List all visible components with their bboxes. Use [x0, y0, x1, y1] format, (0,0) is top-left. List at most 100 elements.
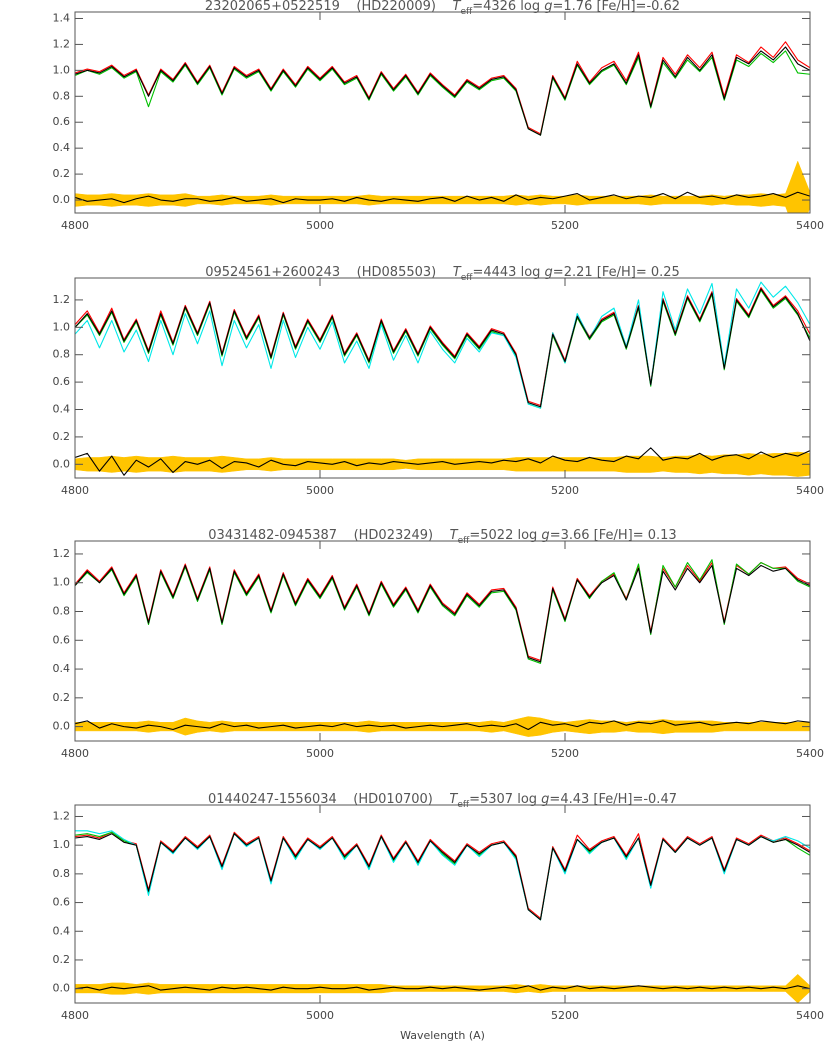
title-part: T: [450, 528, 459, 543]
y-tick-label: 0.2: [53, 953, 71, 966]
y-tick-label: 1.0: [53, 320, 71, 333]
chart-title: 09524561+2600243 (HD085503) Teff=4443 lo…: [205, 265, 680, 283]
y-tick-label: 0.2: [53, 167, 71, 180]
spectrum-line: [75, 288, 810, 408]
x-tick-label: 5200: [551, 1009, 579, 1022]
y-tick-label: 1.0: [53, 63, 71, 76]
spectrum-line: [75, 831, 810, 919]
y-tick-label: 0.6: [53, 115, 71, 128]
x-tick-label: 5000: [306, 484, 334, 497]
x-tick-label: 5400: [796, 747, 824, 760]
title-part: 01440247-1556034 (HD010700): [208, 792, 449, 807]
spectrum-line: [75, 985, 810, 991]
x-tick-label: 5200: [551, 484, 579, 497]
error-band: [75, 451, 810, 465]
error-band: [75, 199, 810, 213]
title-part: =1.76 [Fe/H]=-0.62: [553, 0, 681, 14]
y-tick-label: 0.0: [53, 720, 71, 733]
spectrum-line: [75, 41, 810, 135]
x-tick-label: 5000: [306, 747, 334, 760]
axes-frame: [74, 277, 811, 479]
axes-frame: [74, 540, 811, 742]
y-tick-label: 0.8: [53, 348, 71, 361]
x-tick-label: 5400: [796, 219, 824, 232]
title-part: T: [452, 0, 461, 14]
title-part: 23202065+0522519 (HD220009): [205, 0, 453, 14]
title-part: g: [541, 528, 549, 543]
x-tick-label: 5000: [306, 219, 334, 232]
x-tick-label: 4800: [61, 747, 89, 760]
chart-title: 01440247-1556034 (HD010700) Teff=5307 lo…: [208, 792, 677, 810]
error-band: [75, 160, 810, 201]
plot-area: [75, 281, 810, 477]
y-tick-label: 1.2: [53, 547, 71, 560]
x-tick-label: 5200: [551, 219, 579, 232]
x-tick-label: 5400: [796, 484, 824, 497]
y-tick-label: 1.2: [53, 37, 71, 50]
axes-frame: [74, 11, 811, 214]
x-tick-label: 5400: [796, 1009, 824, 1022]
spectrum-line: [75, 562, 810, 661]
x-tick-label: 4800: [61, 219, 89, 232]
spectrum-line: [75, 281, 810, 409]
y-tick-label: 0.4: [53, 141, 71, 154]
y-tick-label: 0.6: [53, 633, 71, 646]
spectrum-line: [75, 287, 810, 406]
title-part: =5307 log: [469, 792, 541, 807]
y-tick-label: 0.2: [53, 430, 71, 443]
plot-area: [75, 559, 810, 737]
spectrum-line: [75, 191, 810, 204]
y-tick-label: 0.8: [53, 605, 71, 618]
y-tick-label: 0.2: [53, 691, 71, 704]
panel: 09524561+2600243 (HD085503) Teff=4443 lo…: [53, 265, 825, 498]
spectrum-line: [75, 46, 810, 136]
title-part: =4326 log: [472, 0, 544, 14]
y-tick-label: 0.8: [53, 867, 71, 880]
y-tick-label: 0.4: [53, 662, 71, 675]
axes-frame: [74, 804, 811, 1004]
x-tick-label: 5200: [551, 747, 579, 760]
x-axis-label: Wavelength (A): [400, 1029, 485, 1042]
spectrum-line: [75, 559, 810, 664]
y-tick-label: 0.0: [53, 457, 71, 470]
title-part: 03431482-0945387 (HD023249): [208, 528, 449, 543]
spectrum-line: [75, 833, 810, 921]
title-part: g: [545, 265, 553, 280]
y-tick-label: 0.8: [53, 89, 71, 102]
title-part: =4443 log: [472, 265, 544, 280]
spectrum-line: [75, 720, 810, 731]
x-tick-label: 4800: [61, 1009, 89, 1022]
y-tick-label: 1.0: [53, 838, 71, 851]
title-part: =3.66 [Fe/H]= 0.13: [550, 528, 677, 543]
spectrum-line: [75, 447, 810, 476]
title-part: g: [544, 0, 552, 14]
y-tick-label: 1.2: [53, 809, 71, 822]
y-tick-label: 0.0: [53, 982, 71, 995]
x-tick-label: 5000: [306, 1009, 334, 1022]
title-part: =5022 log: [469, 528, 541, 543]
y-tick-label: 1.2: [53, 293, 71, 306]
spectrum-line: [75, 50, 810, 136]
y-tick-label: 0.6: [53, 375, 71, 388]
plot-area: [75, 41, 810, 213]
title-part: T: [449, 792, 458, 807]
y-tick-label: 0.0: [53, 193, 71, 206]
plot-area: [75, 830, 810, 1003]
title-part: T: [453, 265, 462, 280]
y-tick-label: 1.0: [53, 576, 71, 589]
panel: 01440247-1556034 (HD010700) Teff=5307 lo…: [53, 792, 825, 1043]
error-band: [75, 973, 810, 989]
y-tick-label: 1.4: [53, 11, 71, 24]
title-part: g: [541, 792, 549, 807]
error-band: [75, 726, 810, 737]
title-part: =2.21 [Fe/H]= 0.25: [553, 265, 680, 280]
panel: 03431482-0945387 (HD023249) Teff=5022 lo…: [53, 528, 825, 761]
error-band: [75, 464, 810, 477]
y-tick-label: 0.4: [53, 924, 71, 937]
error-band: [75, 988, 810, 1003]
y-tick-label: 0.4: [53, 403, 71, 416]
title-part: =4.43 [Fe/H]=-0.47: [549, 792, 677, 807]
title-part: 09524561+2600243 (HD085503): [205, 265, 453, 280]
